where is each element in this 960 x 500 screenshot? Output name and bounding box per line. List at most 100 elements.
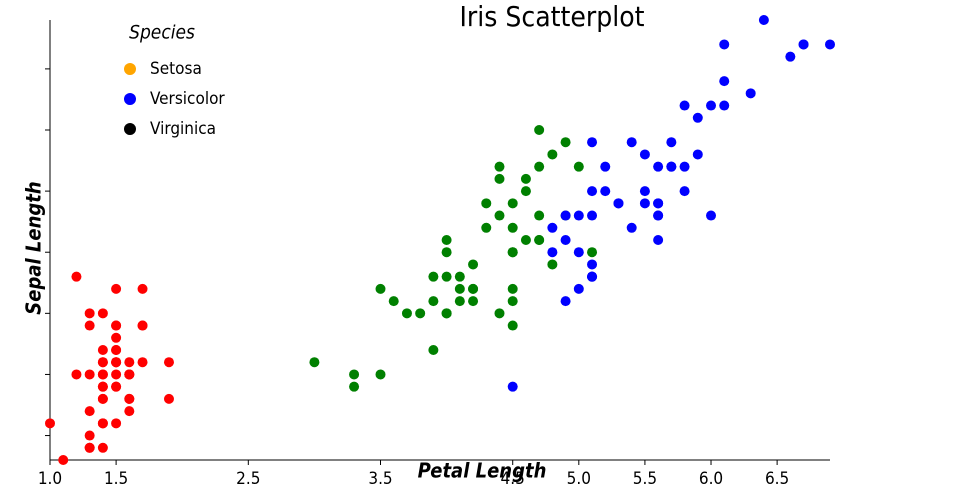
- point: [653, 235, 664, 245]
- x-tick-label: 5.0: [567, 469, 591, 489]
- point: [560, 296, 571, 307]
- point: [349, 369, 360, 380]
- point: [507, 222, 518, 233]
- x-tick-label: 6.0: [699, 469, 723, 489]
- point: [428, 271, 439, 282]
- point: [84, 442, 95, 453]
- point: [679, 161, 690, 172]
- point: [507, 198, 518, 209]
- point: [573, 210, 584, 221]
- point: [415, 308, 426, 319]
- point: [587, 259, 598, 270]
- point: [401, 308, 412, 319]
- point: [679, 100, 690, 111]
- point: [666, 161, 677, 172]
- point: [520, 173, 531, 184]
- point: [454, 271, 465, 282]
- point: [587, 271, 598, 282]
- point: [600, 186, 611, 197]
- point: [111, 345, 122, 355]
- point: [666, 137, 677, 148]
- point: [441, 308, 452, 319]
- point: [481, 222, 492, 233]
- point: [97, 345, 108, 355]
- point: [639, 149, 650, 160]
- point: [111, 320, 122, 331]
- point: [97, 369, 108, 380]
- point: [71, 369, 82, 380]
- point: [785, 51, 796, 62]
- point: [653, 161, 664, 172]
- point: [547, 259, 558, 270]
- point: [124, 406, 135, 417]
- point: [758, 15, 769, 25]
- point: [441, 235, 452, 245]
- point: [441, 271, 452, 282]
- point: [97, 418, 108, 429]
- point: [111, 418, 122, 429]
- legend-label: Versicolor: [150, 89, 225, 109]
- point: [547, 222, 558, 233]
- point: [547, 149, 558, 160]
- point: [111, 381, 122, 392]
- point: [745, 88, 756, 99]
- point: [798, 39, 809, 50]
- point: [84, 406, 95, 417]
- point: [573, 283, 584, 294]
- point: [560, 210, 571, 221]
- point: [534, 125, 545, 135]
- point: [587, 186, 598, 197]
- point: [137, 320, 148, 331]
- x-tick-label: 2.5: [236, 469, 260, 489]
- point: [375, 283, 386, 294]
- point: [84, 308, 95, 319]
- point: [507, 381, 518, 392]
- point: [719, 76, 730, 87]
- point: [692, 149, 703, 160]
- point: [626, 222, 637, 233]
- point: [454, 296, 465, 307]
- point: [84, 430, 95, 441]
- point: [481, 198, 492, 209]
- point: [124, 369, 135, 380]
- point: [825, 39, 835, 50]
- point: [441, 247, 452, 258]
- point: [84, 369, 95, 380]
- point: [587, 137, 598, 148]
- point: [428, 345, 439, 355]
- point: [494, 308, 505, 319]
- point: [520, 235, 531, 245]
- point: [97, 442, 108, 453]
- x-tick-label: 1.0: [38, 469, 62, 489]
- point: [124, 393, 135, 404]
- x-tick-label: 5.5: [633, 469, 657, 489]
- point: [494, 210, 505, 221]
- point: [507, 296, 518, 307]
- point: [653, 210, 664, 221]
- point: [454, 283, 465, 294]
- legend-swatch: [124, 63, 136, 75]
- point: [375, 369, 386, 380]
- point: [111, 283, 122, 294]
- point: [428, 296, 439, 307]
- point: [137, 357, 148, 368]
- point: [653, 198, 664, 209]
- x-axis-label: Petal Length: [418, 459, 547, 483]
- point: [309, 357, 320, 368]
- point: [111, 332, 122, 343]
- point: [388, 296, 399, 307]
- point: [587, 247, 598, 258]
- chart-title: Iris Scatterplot: [459, 0, 644, 33]
- point: [97, 308, 108, 319]
- point: [534, 210, 545, 221]
- point: [137, 283, 148, 294]
- point: [494, 161, 505, 172]
- point: [97, 357, 108, 368]
- point: [534, 161, 545, 172]
- x-tick-label: 3.5: [368, 469, 392, 489]
- point: [97, 393, 108, 404]
- point: [719, 39, 730, 50]
- point: [613, 198, 624, 209]
- point: [507, 247, 518, 258]
- x-tick-label: 6.5: [765, 469, 789, 489]
